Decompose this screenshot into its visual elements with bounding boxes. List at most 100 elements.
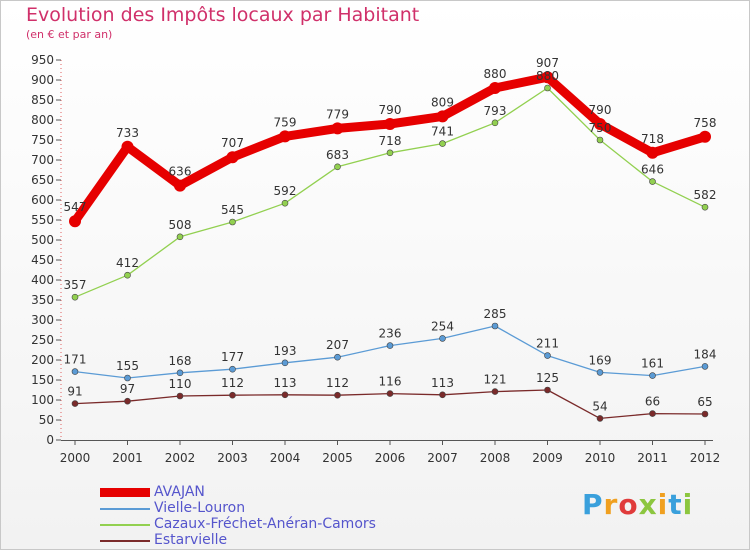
legend-label: AVAJAN <box>154 484 205 500</box>
data-point <box>69 215 81 228</box>
x-tick-label: 2003 <box>217 451 248 465</box>
logo-letter: t <box>668 488 683 521</box>
data-label: 110 <box>169 377 192 391</box>
legend-swatch <box>100 488 150 497</box>
logo-letter: r <box>603 488 619 521</box>
data-point <box>124 271 131 279</box>
x-tick-label: 2007 <box>427 451 458 465</box>
data-label: 793 <box>484 104 507 118</box>
data-label: 236 <box>379 327 402 341</box>
x-tick-label: 2012 <box>690 451 721 465</box>
data-point <box>386 149 394 157</box>
line-chart: 0 50 100 150 200 250 300 350 400 450 500 550 600 650 7… <box>31 53 721 465</box>
data-point <box>331 122 344 135</box>
data-label: 582 <box>694 188 717 202</box>
y-tick-label: 600 <box>31 193 54 207</box>
y-tick-label: 200 <box>31 353 54 367</box>
data-label: 177 <box>221 350 244 364</box>
x-tick-label: 2010 <box>585 451 616 465</box>
data-point <box>229 365 236 373</box>
y-tick-label: 50 <box>39 413 54 427</box>
x-tick-label: 2008 <box>480 451 511 465</box>
y-tick-label: 700 <box>31 153 54 167</box>
data-point <box>541 71 554 84</box>
y-tick-label: 150 <box>31 373 54 387</box>
data-label: 65 <box>697 395 712 409</box>
data-point <box>386 390 394 397</box>
data-label: 592 <box>274 184 297 198</box>
data-label: 116 <box>379 375 402 389</box>
data-label: 207 <box>326 338 349 352</box>
data-label: 508 <box>169 218 192 232</box>
proxiti-logo: Proxiti <box>582 488 693 521</box>
logo-letter: i <box>682 488 694 521</box>
y-tick-label: 550 <box>31 213 54 227</box>
data-point <box>71 400 79 407</box>
data-point <box>701 410 709 418</box>
y-tick-label: 300 <box>31 313 54 327</box>
data-point <box>491 322 499 330</box>
y-tick-label: 850 <box>31 93 54 107</box>
data-point <box>699 130 711 143</box>
x-tick-label: 2001 <box>112 451 143 465</box>
data-label: 168 <box>169 354 192 368</box>
data-point <box>544 352 551 359</box>
data-label: 759 <box>274 115 297 129</box>
data-point <box>594 118 606 130</box>
data-point <box>71 293 79 301</box>
logo-letter: o <box>618 488 639 521</box>
data-label: 169 <box>589 353 612 367</box>
data-point <box>491 388 499 395</box>
data-point <box>439 335 446 342</box>
data-label: 113 <box>431 376 454 390</box>
y-tick-label: 100 <box>31 393 54 407</box>
data-label: 113 <box>274 376 297 390</box>
data-point <box>649 372 656 379</box>
data-label: 646 <box>641 163 664 177</box>
data-point <box>334 353 341 361</box>
x-tick-label: 2006 <box>375 451 406 465</box>
y-tick-label: 0 <box>46 433 54 447</box>
data-point <box>334 391 341 399</box>
legend-item: Cazaux-Fréchet-Anéran-Camors <box>100 516 376 532</box>
data-label: 254 <box>431 319 454 333</box>
legend-swatch <box>100 524 150 526</box>
y-tick-label: 750 <box>31 133 54 147</box>
data-point <box>229 391 236 399</box>
data-label: 707 <box>221 136 244 150</box>
data-label: 758 <box>694 116 717 130</box>
data-label: 112 <box>326 376 349 390</box>
data-point <box>386 342 394 349</box>
data-point <box>439 140 446 147</box>
data-point <box>121 140 134 153</box>
data-label: 121 <box>484 373 507 387</box>
data-point <box>491 119 499 127</box>
data-point <box>229 218 236 226</box>
data-point <box>436 110 449 123</box>
data-label: 412 <box>116 256 139 270</box>
data-point <box>489 82 501 94</box>
data-label: 683 <box>326 148 349 162</box>
data-point <box>544 84 551 92</box>
data-point <box>281 359 289 367</box>
data-label: 750 <box>589 121 612 135</box>
x-tick-label: 2000 <box>60 451 91 465</box>
data-label: 545 <box>221 203 244 217</box>
data-point <box>176 392 184 400</box>
y-tick-label: 650 <box>31 173 54 187</box>
legend-label: Cazaux-Fréchet-Anéran-Camors <box>154 516 376 532</box>
chart-subtitle: (en € et par an) <box>26 28 113 41</box>
data-label: 161 <box>641 357 664 371</box>
y-tick-label: 800 <box>31 113 54 127</box>
data-point <box>281 199 289 207</box>
y-tick-label: 900 <box>31 73 54 87</box>
x-tick-label: 2004 <box>270 451 301 465</box>
data-label: 171 <box>64 353 87 367</box>
data-label: 125 <box>536 371 559 385</box>
chart-legend: AVAJAN Vielle-Louron Cazaux-Fréchet-Anéran… <box>100 484 376 548</box>
data-label: 285 <box>484 307 507 321</box>
data-label: 54 <box>592 399 607 413</box>
legend-label: Estarvielle <box>154 532 228 548</box>
legend-item: Estarvielle <box>100 532 376 548</box>
data-point <box>124 397 131 405</box>
